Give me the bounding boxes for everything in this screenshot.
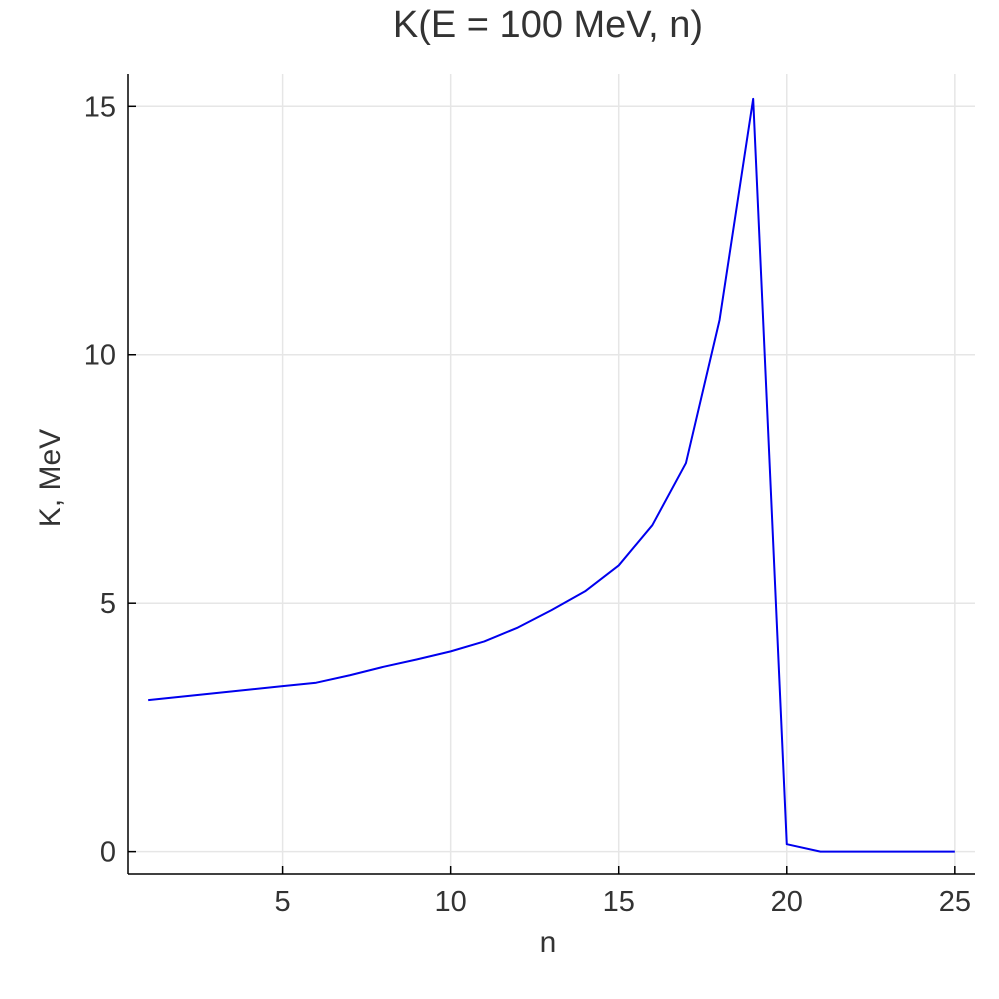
y-tick-label: 10 (84, 340, 116, 372)
x-axis-label: n (540, 926, 557, 959)
x-tick-label: 25 (939, 886, 971, 918)
y-axis-label: K, MeV (34, 429, 67, 527)
grid (128, 74, 975, 874)
series-group (148, 97, 955, 853)
x-tick-label: 10 (435, 886, 467, 918)
x-tick-label: 15 (603, 886, 635, 918)
x-tick-label: 20 (771, 886, 803, 918)
y-tick-label: 15 (84, 91, 116, 123)
y-tick-label: 5 (100, 588, 116, 620)
x-tick-label: 5 (275, 886, 291, 918)
chart-title: K(E = 100 MeV, n) (393, 4, 703, 46)
axes (127, 74, 975, 875)
ticks: 5 10 15 20 25 0 5 10 15 (84, 91, 971, 918)
series-line (148, 97, 955, 853)
y-tick-label: 0 (100, 837, 116, 869)
